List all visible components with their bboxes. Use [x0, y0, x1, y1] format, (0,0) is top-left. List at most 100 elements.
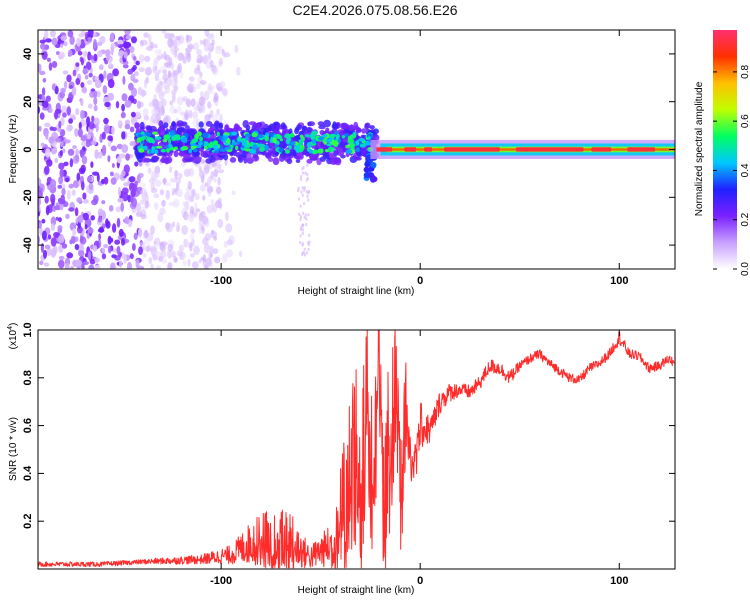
noise-blob	[66, 74, 72, 83]
noise-blob	[66, 189, 71, 200]
noise-blob	[128, 176, 136, 183]
noise-blob	[200, 211, 206, 219]
noise-blob	[111, 163, 115, 168]
noise-blob	[107, 235, 112, 245]
noise-blob	[51, 61, 58, 68]
signal-blob	[163, 134, 170, 140]
noise-blob	[213, 92, 219, 102]
noise-blob	[78, 121, 82, 130]
noise-blob	[68, 118, 73, 124]
noise-blob	[107, 140, 112, 148]
noise-blob	[202, 254, 207, 263]
signal-blob	[222, 136, 229, 140]
noise-blob	[82, 192, 87, 200]
noise-blob	[193, 67, 201, 75]
noise-blob	[193, 86, 197, 93]
noise-blob	[119, 260, 123, 268]
noise-blob	[101, 200, 106, 205]
signal-blob	[146, 125, 153, 133]
signal-blob	[264, 136, 269, 142]
signal-blob	[329, 152, 334, 157]
noise-blob	[42, 78, 47, 83]
noise-blob	[303, 188, 306, 192]
noise-blob	[303, 202, 306, 206]
signal-blob	[355, 139, 360, 146]
noise-blob	[62, 148, 66, 154]
signal-blob	[231, 131, 238, 136]
noise-blob	[115, 101, 120, 109]
noise-blob	[129, 45, 135, 54]
noise-blob	[40, 242, 45, 253]
noise-blob	[217, 177, 221, 186]
noise-blob	[38, 177, 42, 187]
noise-blob	[299, 241, 302, 245]
noise-blob	[217, 218, 224, 229]
noise-blob	[189, 253, 195, 258]
noise-blob	[146, 45, 154, 51]
signal-blob	[306, 141, 312, 148]
noise-blob	[202, 215, 209, 225]
colorbar-ticks: 0.0 0.2 0.4 0.6 0.8	[713, 65, 750, 276]
noise-blob	[203, 164, 211, 174]
noise-blob	[125, 153, 130, 161]
signal-blob	[213, 140, 219, 145]
colorbar-tick-label: 0.4	[740, 163, 750, 177]
signal-blob	[161, 155, 168, 163]
noise-blob	[66, 106, 72, 116]
noise-blob	[205, 59, 211, 69]
noise-blob	[153, 202, 159, 210]
signal-blob	[279, 154, 285, 162]
noise-blob	[297, 187, 300, 190]
signal-blob	[368, 172, 375, 179]
noise-blob	[186, 34, 193, 42]
noise-blob	[226, 239, 233, 246]
noise-blob	[171, 250, 176, 259]
noise-blob	[305, 190, 308, 194]
noise-blob	[167, 38, 174, 48]
noise-blob	[150, 171, 158, 182]
noise-blob	[109, 171, 114, 177]
noise-blob	[50, 193, 56, 204]
noise-blob	[78, 250, 85, 257]
signal-blob	[246, 152, 252, 161]
signal-blob	[209, 134, 217, 139]
noise-blob	[199, 71, 203, 78]
noise-blob	[132, 56, 137, 61]
noise-blob	[164, 84, 170, 94]
noise-blob	[39, 112, 45, 120]
noise-blob	[121, 187, 129, 195]
noise-blob	[195, 101, 200, 107]
noise-blob	[130, 195, 134, 204]
noise-blob	[38, 235, 41, 245]
noise-blob	[57, 225, 63, 231]
noise-blob	[172, 221, 176, 228]
chart-title: C2E4.2026.075.08.56.E26	[292, 2, 458, 18]
noise-blob	[87, 103, 93, 109]
noise-blob	[90, 161, 94, 169]
noise-blob	[58, 259, 65, 269]
noise-blob	[302, 166, 305, 170]
noise-blob	[110, 262, 116, 269]
noise-blob	[176, 105, 182, 115]
noise-blob	[210, 171, 215, 180]
snr-scale-exponent: 4	[7, 326, 14, 330]
noise-blob	[179, 71, 184, 79]
noise-blob	[195, 248, 200, 254]
noise-blob	[95, 264, 101, 269]
signal-blob	[160, 130, 165, 136]
noise-blob	[129, 253, 134, 260]
signal-blob	[289, 132, 295, 138]
noise-blob	[75, 148, 79, 156]
signal-blob	[283, 129, 288, 135]
signal-blob	[361, 134, 367, 140]
line-peak	[515, 147, 584, 152]
noise-blob	[302, 242, 305, 246]
noise-blob	[90, 140, 97, 146]
noise-blob	[127, 261, 132, 269]
signal-blob	[231, 141, 238, 146]
noise-blob	[116, 156, 122, 164]
signal-blob	[299, 147, 304, 151]
signal-blob	[323, 141, 327, 145]
noise-blob	[219, 80, 226, 89]
